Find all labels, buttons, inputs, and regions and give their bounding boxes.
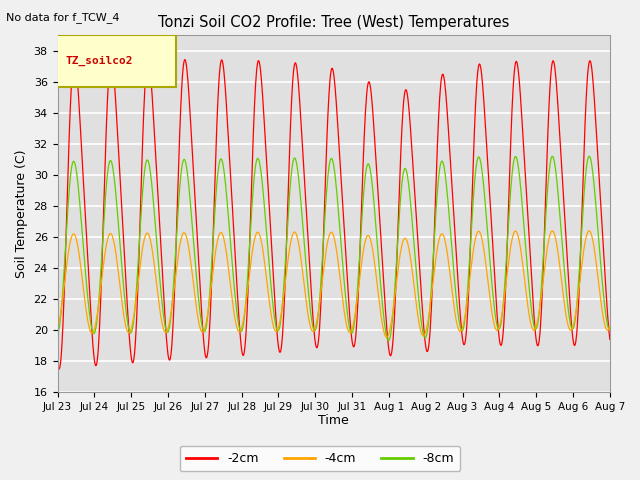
Text: No data for f_TCW_4: No data for f_TCW_4 [6, 12, 120, 23]
-8cm [385, 338, 392, 344]
-2cm [434, 130, 442, 135]
-8cm [110, 173, 118, 179]
-8cm [433, 189, 441, 194]
Line: -2cm: -2cm [58, 59, 610, 369]
-4cm [606, 324, 614, 329]
-2cm [71, 56, 79, 62]
Text: TZ_soilco2: TZ_soilco2 [66, 56, 133, 66]
-2cm [606, 336, 614, 342]
-4cm [383, 334, 390, 340]
Legend: -2cm, -4cm, -8cm: -2cm, -4cm, -8cm [180, 446, 460, 471]
Line: -4cm: -4cm [58, 231, 610, 337]
-8cm [495, 326, 502, 332]
-8cm [586, 153, 593, 159]
-2cm [54, 360, 61, 366]
-8cm [297, 198, 305, 204]
-2cm [298, 134, 306, 140]
-4cm [585, 228, 593, 234]
-8cm [485, 244, 493, 250]
-8cm [54, 331, 61, 337]
X-axis label: Time: Time [318, 414, 349, 427]
-4cm [485, 286, 493, 291]
-4cm [110, 239, 118, 245]
-2cm [495, 336, 503, 342]
-2cm [278, 338, 286, 344]
-8cm [606, 326, 614, 332]
-2cm [486, 187, 493, 193]
-8cm [277, 316, 285, 322]
FancyBboxPatch shape [49, 36, 176, 87]
Title: Tonzi Soil CO2 Profile: Tree (West) Temperatures: Tonzi Soil CO2 Profile: Tree (West) Temp… [158, 15, 509, 30]
-2cm [55, 366, 63, 372]
Line: -8cm: -8cm [58, 156, 610, 341]
-4cm [54, 327, 61, 333]
-4cm [495, 325, 502, 331]
-4cm [277, 313, 285, 319]
-4cm [297, 255, 305, 261]
-4cm [433, 245, 441, 251]
Y-axis label: Soil Temperature (C): Soil Temperature (C) [15, 150, 28, 278]
-2cm [111, 88, 119, 94]
